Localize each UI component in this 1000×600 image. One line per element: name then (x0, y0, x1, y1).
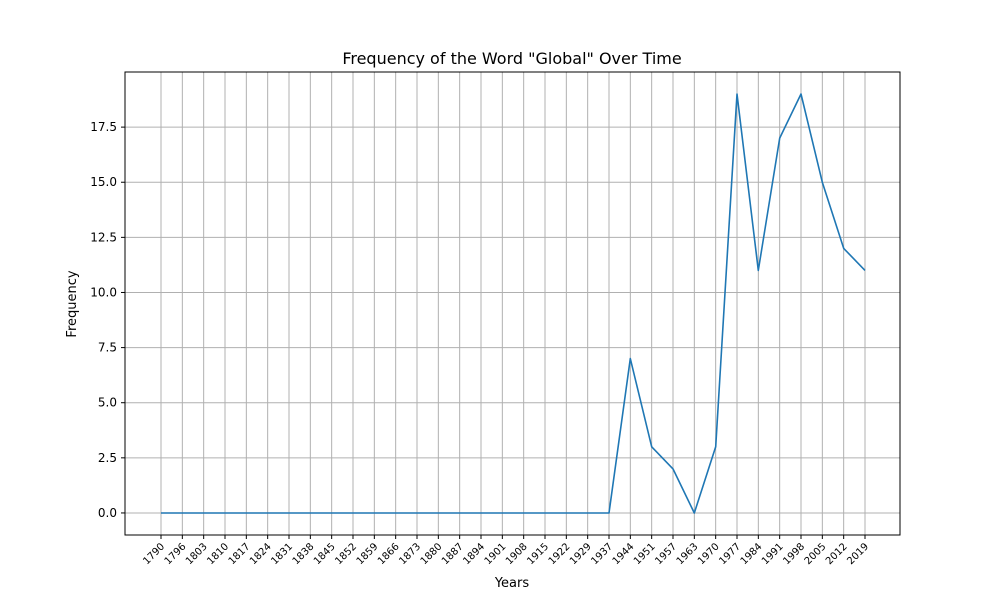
x-tick-label: 1831 (269, 541, 295, 567)
x-tick-label: 1859 (355, 541, 381, 567)
x-tick-label: 1984 (739, 541, 765, 567)
y-tick-label: 0.0 (98, 506, 117, 520)
x-axis-label: Years (494, 576, 530, 591)
grid (125, 72, 900, 535)
x-tick-label: 1873 (397, 541, 423, 567)
x-tick-label: 1970 (696, 541, 722, 567)
x-tick-label: 1915 (525, 541, 551, 567)
x-tick-label: 1991 (760, 541, 786, 567)
y-tick-label: 10.0 (90, 285, 117, 299)
x-tick-label: 1824 (248, 541, 274, 567)
x-tick-label: 1951 (632, 541, 658, 567)
series-line-0 (161, 93, 866, 514)
x-tick-label: 1796 (163, 541, 189, 567)
plot-frame (124, 71, 901, 536)
series-layer (160, 93, 866, 514)
chart-title: Frequency of the Word "Global" Over Time (342, 49, 681, 68)
x-tick-label: 1838 (291, 541, 317, 567)
x-tick-label: 1803 (184, 541, 210, 567)
y-tick-label: 15.0 (90, 175, 117, 189)
x-tick-label: 1790 (141, 541, 167, 567)
y-tick-label: 5.0 (98, 396, 117, 410)
x-tick-label: 2005 (803, 541, 829, 567)
x-tick-label: 1908 (504, 541, 530, 567)
x-tick-label: 1963 (675, 541, 701, 567)
x-tick-label: 1937 (589, 541, 615, 567)
y-tick-label: 12.5 (90, 230, 117, 244)
x-tick-label: 1810 (205, 541, 231, 567)
x-tick-label: 1817 (227, 541, 253, 567)
y-axis: 0.0 2.5 5.0 7.5 10.0 12.5 15.0 17.5 (90, 120, 125, 520)
x-tick-label: 1957 (653, 541, 679, 567)
x-axis: 1790179618031810181718241831183818451852… (141, 535, 871, 567)
x-tick-label: 1852 (333, 541, 359, 567)
x-tick-label: 1977 (717, 541, 743, 567)
y-tick-label: 17.5 (90, 120, 117, 134)
y-axis-label: Frequency (65, 270, 80, 337)
x-tick-label: 1901 (483, 541, 509, 567)
x-tick-label: 1922 (547, 541, 573, 567)
x-tick-label: 2012 (824, 541, 850, 567)
x-tick-label: 1929 (568, 541, 594, 567)
x-tick-label: 1944 (611, 541, 637, 567)
y-tick-label: 2.5 (98, 451, 117, 465)
x-tick-label: 1998 (781, 541, 807, 567)
x-tick-label: 2019 (845, 541, 871, 567)
x-tick-label: 1845 (312, 541, 338, 567)
x-tick-label: 1887 (440, 541, 466, 567)
y-tick-label: 7.5 (98, 341, 117, 355)
x-tick-label: 1866 (376, 541, 402, 567)
x-tick-label: 1880 (419, 541, 445, 567)
x-tick-label: 1894 (461, 541, 487, 567)
